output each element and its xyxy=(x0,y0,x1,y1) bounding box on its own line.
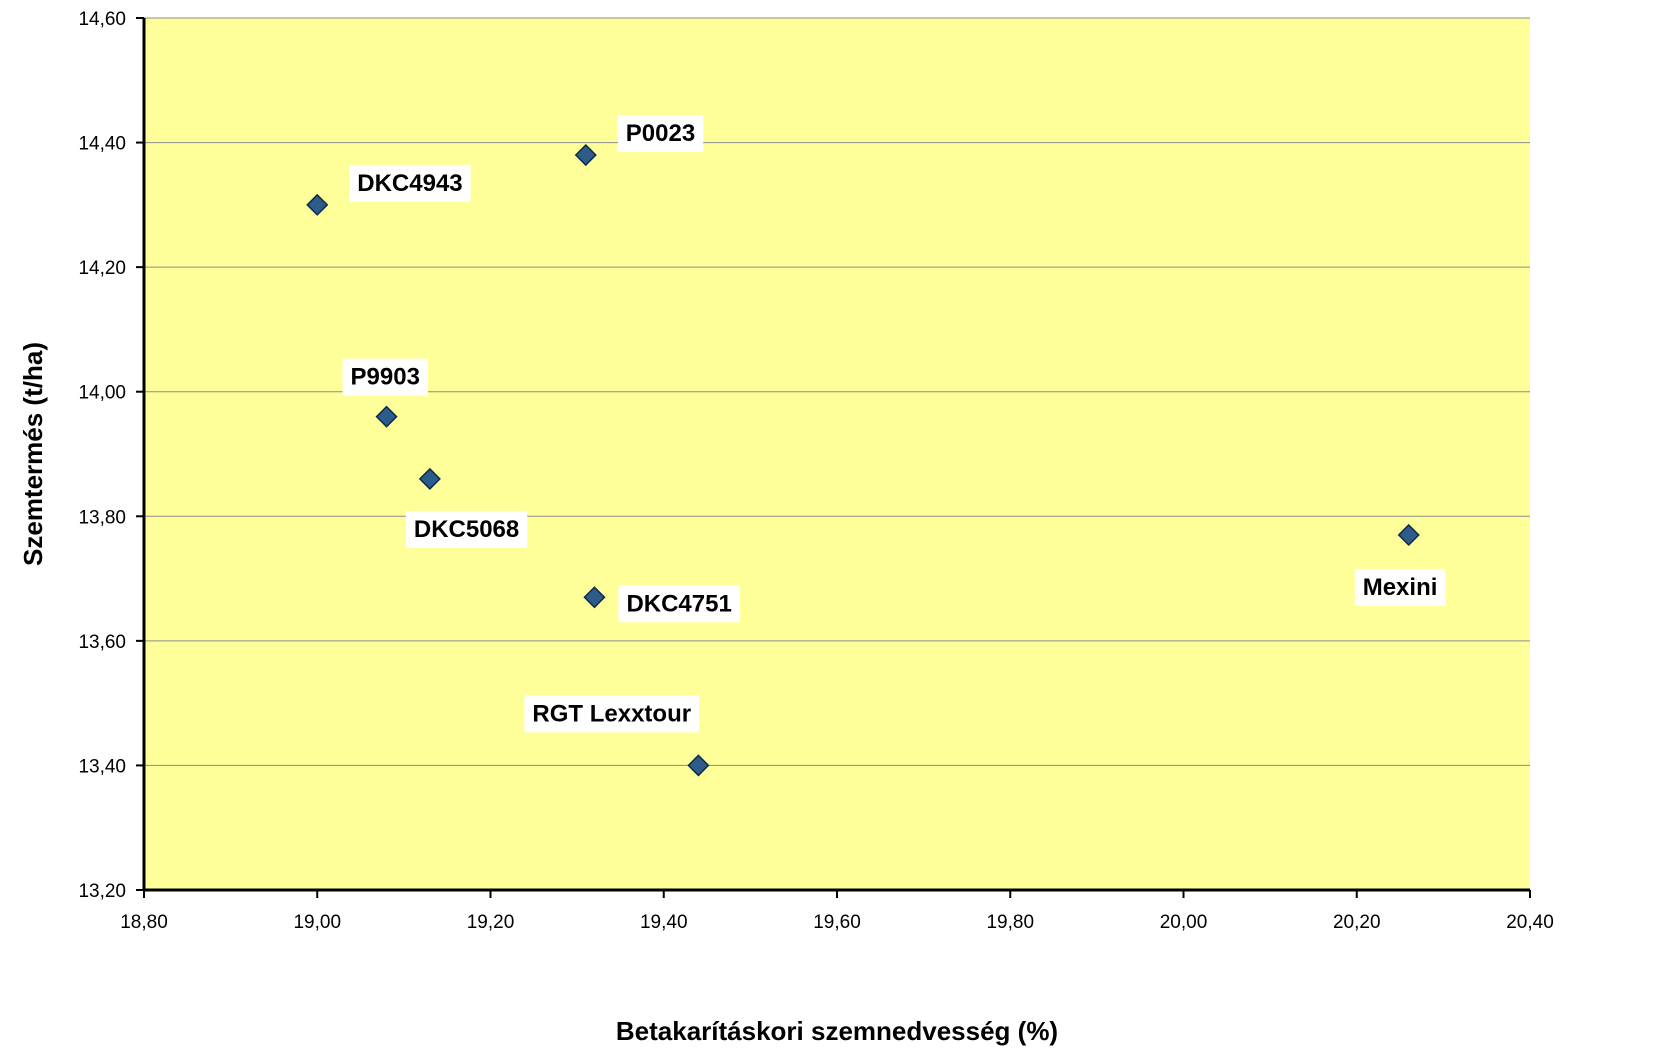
data-point xyxy=(306,193,329,216)
y-tick-label: 14,60 xyxy=(78,9,126,30)
point-label-group: RGT Lexxtour xyxy=(524,695,700,733)
point-label: DKC4943 xyxy=(357,170,462,197)
plot-background xyxy=(144,18,1530,890)
point-label-box xyxy=(617,115,704,153)
point-label-box xyxy=(618,585,740,623)
point-label-box xyxy=(405,510,528,548)
x-axis-title: Betakarításkori szemnedvesség (%) xyxy=(616,1016,1058,1046)
data-point xyxy=(574,143,597,167)
data-point xyxy=(687,754,710,777)
y-tick-label: 13,60 xyxy=(78,632,126,653)
y-axis-title: Szemtermés (t/ha) xyxy=(18,342,48,566)
point-label: RGT Lexxtour xyxy=(532,700,691,727)
x-tick-label: 19,60 xyxy=(813,912,861,933)
data-point xyxy=(1397,523,1420,547)
point-label-box xyxy=(1354,568,1446,606)
x-tick-label: 19,80 xyxy=(986,912,1034,933)
point-label: P0023 xyxy=(626,120,695,147)
x-tick-label: 19,20 xyxy=(467,912,515,933)
data-point xyxy=(375,405,398,428)
point-label-group: DKC5068 xyxy=(405,510,528,548)
point-labels: DKC4943 P0023 P9903 DKC5068 DKC4751 RGT Lexxt… xyxy=(342,115,1446,733)
point-label: DKC4751 xyxy=(626,590,731,617)
point-label: DKC5068 xyxy=(414,516,519,543)
y-tick-label: 13,40 xyxy=(78,756,126,777)
y-tick-label: 13,80 xyxy=(78,507,126,528)
x-tick-label: 19,00 xyxy=(293,912,341,933)
point-label-box xyxy=(342,358,428,396)
data-point xyxy=(418,467,441,490)
point-label-group: P0023 xyxy=(617,115,704,153)
point-label-group: DKC4943 xyxy=(349,164,471,202)
point-label-box xyxy=(524,695,700,733)
point-label: Mexini xyxy=(1363,574,1438,601)
y-tick-label: 14,00 xyxy=(78,383,126,404)
point-label-group: DKC4751 xyxy=(618,585,740,623)
tick-labels: 13,20 13,40 13,60 13,80 14,00 14,20 14,40 14,60… xyxy=(78,9,1553,933)
point-label-group: P9903 xyxy=(342,358,428,396)
point-label-box xyxy=(349,164,471,202)
data-point xyxy=(583,586,606,609)
x-tick-label: 20,40 xyxy=(1506,912,1554,933)
y-tick-label: 14,40 xyxy=(78,134,126,155)
data-points xyxy=(306,143,1420,777)
y-tick-label: 14,20 xyxy=(78,258,126,279)
x-tick-label: 20,00 xyxy=(1160,912,1208,933)
y-tick-label: 13,20 xyxy=(78,881,126,902)
point-label-group: Mexini xyxy=(1354,568,1446,606)
x-tick-label: 18,80 xyxy=(120,912,168,933)
x-tick-label: 20,20 xyxy=(1333,912,1381,933)
axes xyxy=(136,17,1531,898)
x-tick-label: 19,40 xyxy=(640,912,688,933)
point-label: P9903 xyxy=(351,364,420,391)
